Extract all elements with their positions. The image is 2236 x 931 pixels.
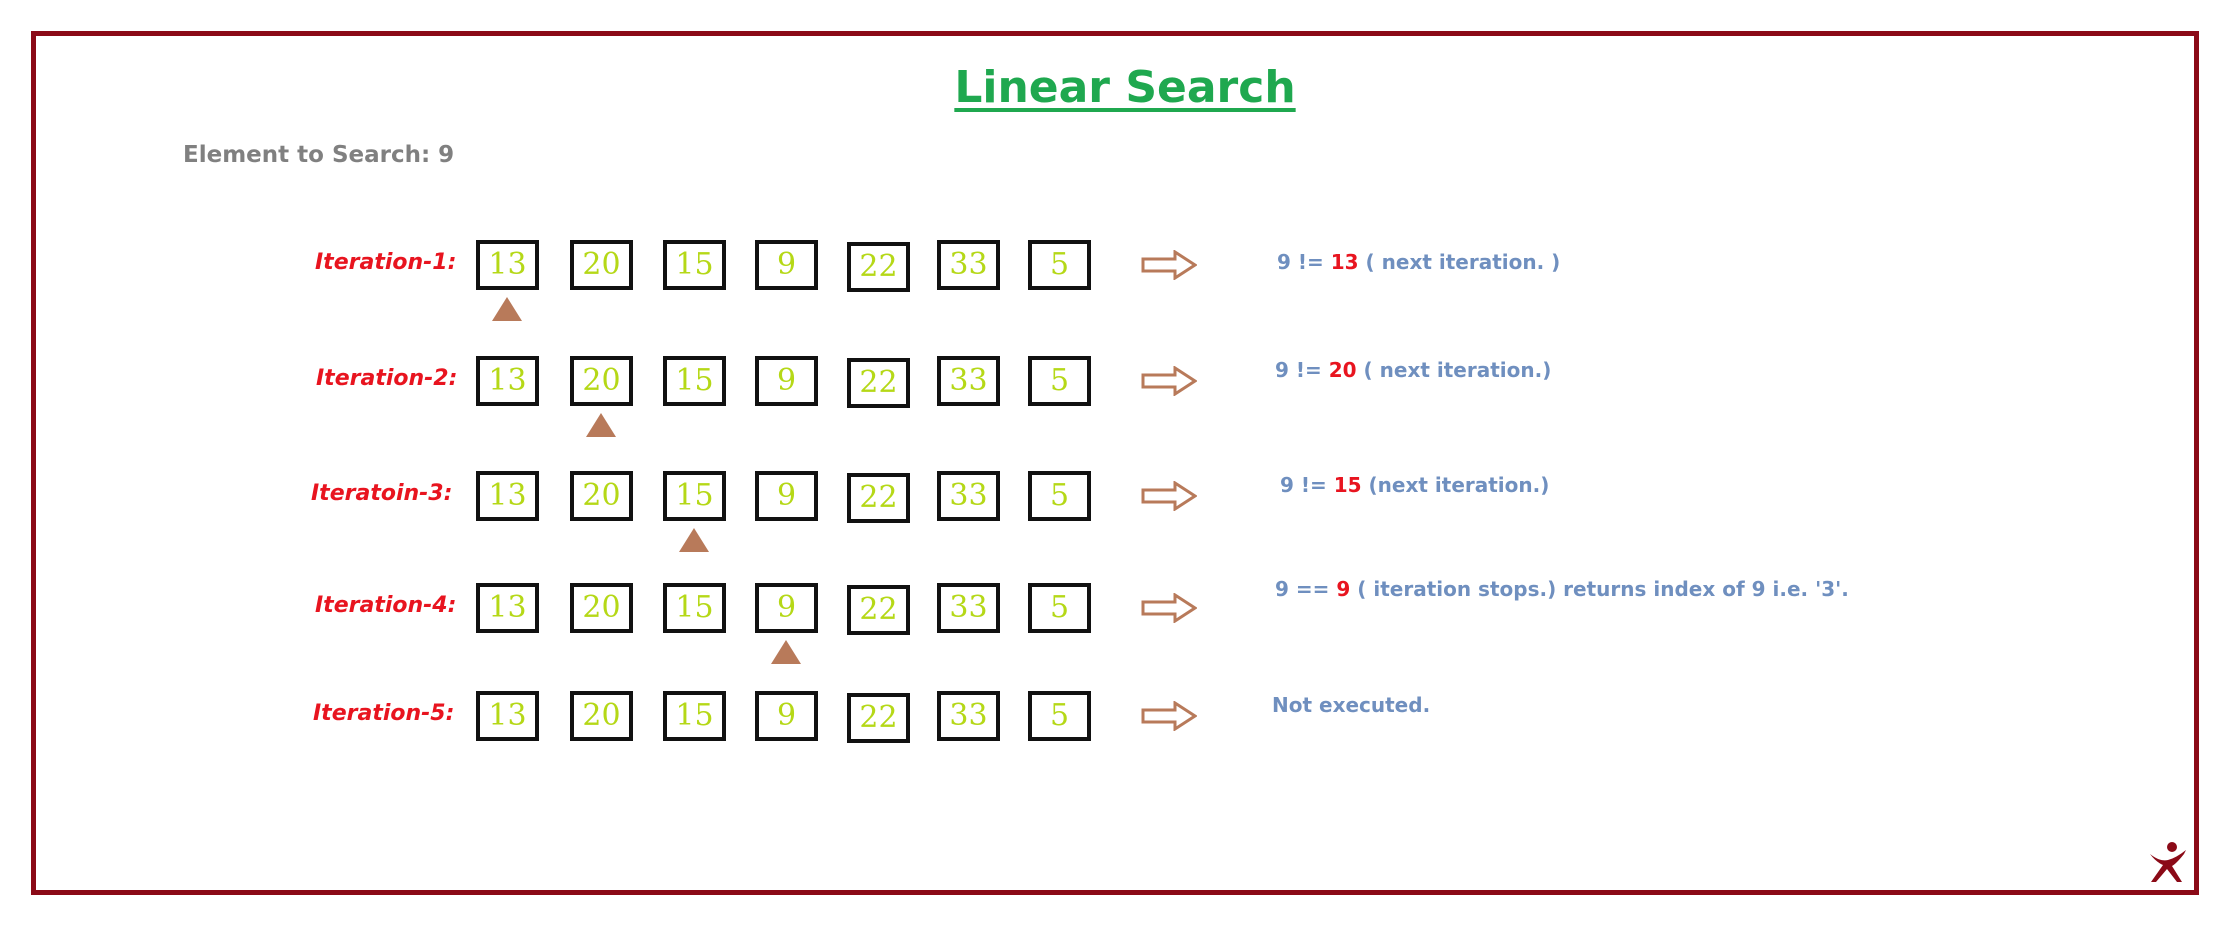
array-cell: 13 [476,356,539,406]
array-cell: 33 [937,583,1000,633]
result-prefix: 9 != [1275,358,1329,382]
array-cell: 9 [755,240,818,290]
iteration-result: 9 != 15 (next iteration.) [1280,473,1549,497]
iteration-result: 9 != 13 ( next iteration. ) [1277,250,1560,274]
array-cell: 9 [755,471,818,521]
hollow-right-arrow-icon [1141,593,1197,623]
result-suffix: ( next iteration.) [1356,358,1552,382]
stick-figure-logo-icon [2150,842,2186,882]
array-cell: 15 [663,240,726,290]
hollow-right-arrow-icon [1141,250,1197,280]
result-prefix: 9 != [1280,473,1334,497]
iteration-result: 9 == 9 ( iteration stops.) returns index… [1275,577,1849,601]
iteration-label: Iteration-4: [315,593,457,618]
array-cell: 13 [476,240,539,290]
array-cell: 15 [663,356,726,406]
hollow-right-arrow-icon [1141,701,1197,731]
iteration-label: Iteratoin-3: [311,481,453,506]
array-cell: 15 [663,471,726,521]
array-cell: 20 [570,691,633,741]
array-cell: 20 [570,356,633,406]
array-cell: 13 [476,691,539,741]
result-prefix: 9 != [1277,250,1331,274]
array-cell: 9 [755,583,818,633]
array-cell: 22 [847,358,910,408]
iteration-label: Iteration-1: [315,250,457,275]
result-suffix: ( iteration stops.) returns index of 9 i… [1350,577,1849,601]
result-suffix: ( next iteration. ) [1358,250,1561,274]
iteration-label: Iteration-2: [316,366,458,391]
iteration-result: 9 != 20 ( next iteration.) [1275,358,1551,382]
hollow-right-arrow-icon [1141,481,1197,511]
page-title: Linear Search [954,62,1296,113]
array-cell: 5 [1028,691,1091,741]
result-highlight: 20 [1328,358,1357,382]
diagram-frame [31,31,2199,895]
iteration-result: Not executed. [1272,693,1430,717]
pointer-triangle-icon [492,297,522,321]
result-suffix: (next iteration.) [1361,473,1550,497]
array-cell: 22 [847,693,910,743]
result-highlight: 9 [1336,577,1351,601]
result-highlight: 13 [1330,250,1359,274]
element-to-search-label: Element to Search: 9 [183,142,455,168]
array-cell: 5 [1028,583,1091,633]
array-cell: 33 [937,240,1000,290]
array-cell: 9 [755,356,818,406]
result-highlight: 15 [1333,473,1362,497]
pointer-triangle-icon [771,640,801,664]
iteration-label: Iteration-5: [313,701,455,726]
array-cell: 15 [663,583,726,633]
array-cell: 15 [663,691,726,741]
result-prefix: 9 == [1275,577,1337,601]
array-cell: 22 [847,242,910,292]
array-cell: 20 [570,240,633,290]
array-cell: 5 [1028,471,1091,521]
array-cell: 5 [1028,356,1091,406]
array-cell: 33 [937,356,1000,406]
array-cell: 22 [847,473,910,523]
array-cell: 22 [847,585,910,635]
array-cell: 33 [937,691,1000,741]
array-cell: 20 [570,583,633,633]
pointer-triangle-icon [586,413,616,437]
array-cell: 20 [570,471,633,521]
array-cell: 13 [476,583,539,633]
array-cell: 33 [937,471,1000,521]
array-cell: 5 [1028,240,1091,290]
result-prefix: Not executed. [1272,693,1431,717]
hollow-right-arrow-icon [1141,366,1197,396]
array-cell: 13 [476,471,539,521]
pointer-triangle-icon [679,528,709,552]
array-cell: 9 [755,691,818,741]
